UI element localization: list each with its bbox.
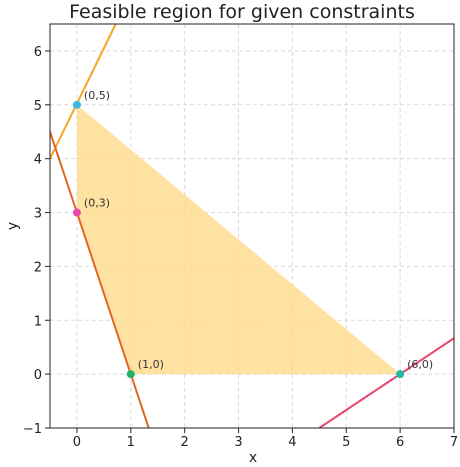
vertex-label: (0,5) bbox=[84, 89, 110, 102]
x-tick-label: 2 bbox=[181, 435, 189, 450]
y-tick-label: 3 bbox=[34, 207, 42, 222]
feasible-region bbox=[76, 104, 401, 375]
y-tick-label: 1 bbox=[34, 314, 42, 329]
vertex-point bbox=[396, 370, 405, 379]
x-tick-label: 5 bbox=[342, 435, 350, 450]
y-tick-label: 4 bbox=[34, 153, 42, 168]
constraint-line-1 bbox=[50, 24, 117, 160]
y-axis-label: y bbox=[5, 222, 21, 230]
constraint-lines-layer bbox=[50, 24, 454, 428]
points-layer: (0,5) (0,3) (1,0) (6,0) bbox=[72, 89, 433, 379]
vertex-point bbox=[72, 100, 81, 109]
x-tick-label: 6 bbox=[396, 435, 404, 450]
vertex-point bbox=[126, 370, 135, 379]
feasible-region-layer bbox=[76, 104, 401, 375]
x-axis-label: x bbox=[249, 450, 257, 466]
vertex-label: (6,0) bbox=[407, 358, 433, 371]
x-tick-label: 1 bbox=[127, 435, 135, 450]
plot-frame bbox=[49, 23, 455, 429]
x-tick-label: 4 bbox=[288, 435, 296, 450]
chart-title: Feasible region for given constraints bbox=[69, 1, 415, 23]
vertex-label: (0,3) bbox=[84, 197, 110, 210]
vertex-label: (1,0) bbox=[138, 358, 164, 371]
x-tick-label: 0 bbox=[73, 435, 81, 450]
y-tick-label: 5 bbox=[34, 99, 42, 114]
y-tick-label: 6 bbox=[34, 45, 42, 60]
y-tick-label: 2 bbox=[34, 260, 42, 275]
y-tick-label: 0 bbox=[34, 368, 42, 383]
constraint-line-2 bbox=[50, 131, 150, 428]
y-tick-label: −1 bbox=[23, 422, 42, 437]
vertex-point bbox=[72, 208, 81, 217]
x-tick-label: 7 bbox=[450, 435, 458, 450]
constraint-line-3 bbox=[318, 337, 454, 428]
ticks-layer: 0 1 2 3 4 5 6 7 −1 0 1 2 3 4 5 6 bbox=[23, 45, 458, 450]
x-tick-label: 3 bbox=[234, 435, 242, 450]
